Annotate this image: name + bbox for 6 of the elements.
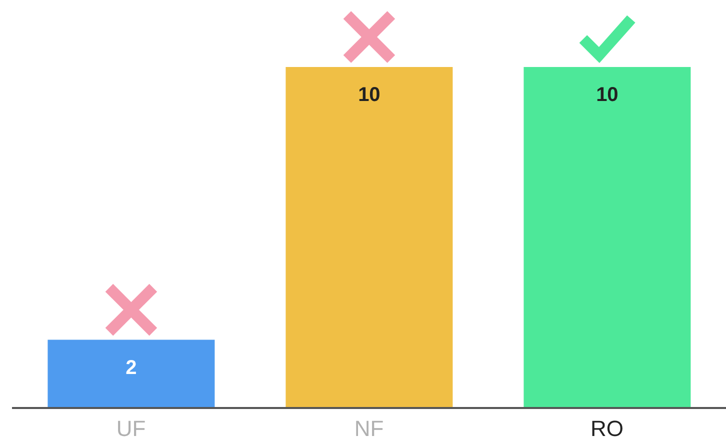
- x-tick-label: UF: [116, 416, 146, 441]
- x-tick-label: NF: [354, 416, 384, 441]
- data-label: 10: [358, 84, 380, 106]
- data-label: 2: [126, 356, 137, 379]
- data-label: 10: [596, 84, 618, 106]
- x-tick-label: RO: [590, 416, 624, 441]
